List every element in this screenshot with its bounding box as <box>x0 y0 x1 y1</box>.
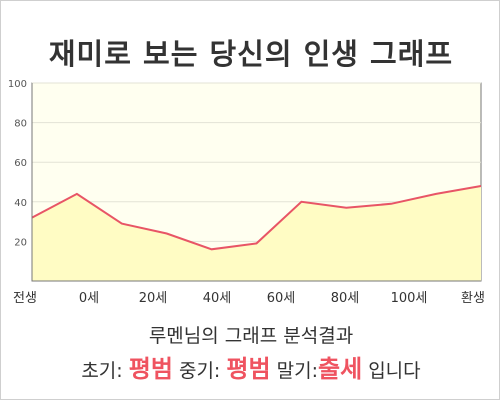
x-tick-label: 0세 <box>79 291 99 306</box>
late-label: 말기: <box>276 360 318 382</box>
x-tick-label: 환생 <box>461 291 485 306</box>
series-area <box>32 186 481 281</box>
late-value: 출세 <box>317 355 363 383</box>
x-tick-label: 40세 <box>203 291 232 306</box>
x-tick-label: 20세 <box>139 291 168 306</box>
analysis-heading: 루멘님의 그래프 분석결과 <box>148 325 354 347</box>
y-tick-label: 60 <box>14 158 27 169</box>
y-tick-label: 100 <box>8 79 27 90</box>
result-suffix: 입니다 <box>368 360 421 382</box>
page-title: 재미로 보는 당신의 인생 그래프 <box>48 37 454 71</box>
x-tick-label: 100세 <box>391 291 428 306</box>
mid-value: 평범 <box>226 355 271 383</box>
x-tick-label: 60세 <box>267 291 296 306</box>
mid-label: 중기: <box>178 360 221 382</box>
y-tick-label: 20 <box>14 237 27 248</box>
x-tick-label: 80세 <box>331 291 360 306</box>
life-graph-chart: 20 40 60 80 100 전생 0세 20세 40세 60세 80세 100세 환생 <box>8 79 485 306</box>
y-tick-label: 40 <box>14 198 27 209</box>
early-value: 평범 <box>128 355 173 383</box>
early-label: 초기: <box>81 360 123 382</box>
y-tick-label: 80 <box>14 119 27 130</box>
analysis-result: 초기: 평범 중기: 평범 말기:출세 입니다 <box>1 349 500 384</box>
x-tick-label: 전생 <box>13 291 37 306</box>
